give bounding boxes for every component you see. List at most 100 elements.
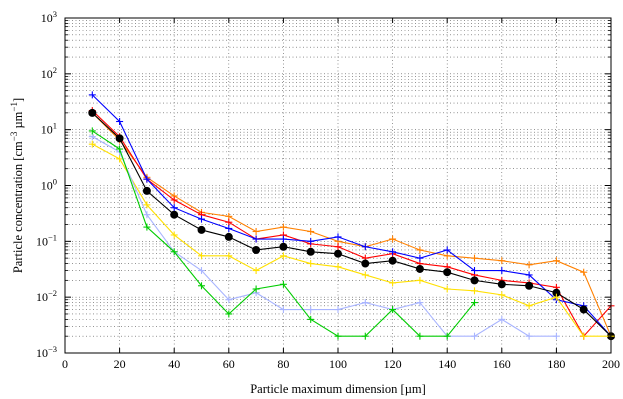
data-point (361, 243, 369, 251)
y-tick-exponent: −2 (48, 288, 57, 298)
data-point (88, 140, 96, 148)
data-point (361, 259, 370, 268)
x-tick-label: 20 (114, 357, 126, 371)
data-point (198, 215, 205, 223)
series-line (92, 136, 557, 337)
data-point (552, 332, 560, 340)
x-tick-label: 80 (277, 357, 289, 371)
data-point (225, 310, 233, 318)
y-tick-exponent: −1 (48, 232, 57, 242)
data-point (361, 332, 369, 340)
data-point (498, 257, 506, 265)
data-point (471, 254, 478, 262)
y-axis-label-sup2: −1 (9, 102, 19, 112)
data-point (252, 245, 261, 254)
data-point (279, 280, 287, 288)
data-point (334, 249, 342, 258)
data-point (525, 261, 533, 269)
y-tick-label: 103 (41, 9, 57, 25)
data-point (197, 225, 206, 234)
data-point (88, 127, 96, 135)
data-point (389, 248, 397, 256)
x-tick-label: 180 (547, 357, 565, 371)
grid-layer (65, 18, 611, 353)
series-line (91, 112, 612, 337)
y-axis-label-sup1: −3 (9, 131, 19, 141)
data-point (443, 268, 452, 277)
data-point (498, 291, 506, 299)
data-point (579, 305, 588, 314)
data-point (279, 306, 287, 314)
data-point (334, 263, 342, 271)
data-point (170, 210, 179, 219)
y-tick-base: 10 (36, 290, 48, 304)
data-point (252, 285, 260, 293)
data-point (361, 271, 369, 279)
x-axis-label: Particle maximum dimension [µm] (250, 382, 426, 396)
y-tick-exponent: −3 (48, 344, 57, 354)
data-point (497, 280, 506, 289)
x-tick-label: 40 (168, 357, 180, 371)
data-point (471, 267, 478, 275)
data-point (552, 293, 560, 301)
data-point (416, 254, 424, 262)
data-point (498, 315, 506, 323)
y-axis-label-mid: µm (11, 111, 25, 131)
data-point (88, 91, 96, 99)
data-point (389, 235, 397, 243)
data-point (198, 282, 205, 290)
y-tick-exponent: 0 (53, 177, 57, 187)
y-axis-label: Particle concentration [cm−3 µm−1] (9, 98, 25, 273)
y-tick-label: 10−2 (36, 288, 57, 304)
data-point (116, 145, 124, 153)
data-point (224, 232, 233, 241)
data-point (416, 332, 424, 340)
series-layer (88, 91, 615, 341)
data-point (334, 332, 342, 340)
data-point (415, 264, 424, 273)
x-tick-label: 200 (602, 357, 620, 371)
series-1 (88, 109, 615, 340)
series-5 (88, 140, 615, 340)
y-tick-base: 10 (41, 179, 53, 193)
y-tick-exponent: 2 (53, 65, 57, 75)
data-point (471, 332, 478, 340)
y-tick-base: 10 (41, 67, 53, 81)
x-tick-label: 140 (438, 357, 456, 371)
data-point (388, 256, 397, 265)
data-point (198, 267, 205, 275)
data-point (225, 218, 233, 226)
data-point (143, 211, 151, 219)
data-point (525, 271, 533, 279)
data-point (471, 287, 478, 295)
y-tick-base: 10 (41, 11, 53, 25)
data-point (252, 228, 260, 236)
series-line (92, 143, 611, 337)
data-point (307, 237, 315, 245)
y-tick-base: 10 (41, 123, 53, 137)
data-point (552, 288, 561, 297)
y-tick-base: 10 (36, 346, 48, 360)
data-point (225, 224, 233, 232)
data-point (306, 247, 315, 256)
data-point (252, 235, 260, 243)
y-tick-exponent: 3 (53, 9, 57, 19)
data-point (279, 252, 287, 260)
series-4 (88, 108, 615, 341)
series-2 (88, 107, 615, 340)
data-point (361, 299, 369, 307)
data-point (198, 252, 205, 260)
series-3 (88, 91, 615, 340)
data-point (225, 252, 233, 260)
y-tick-label: 102 (41, 65, 57, 81)
data-point (525, 281, 534, 290)
data-point (279, 223, 287, 231)
y-tick-exponent: 1 (53, 121, 57, 131)
data-point (143, 201, 151, 209)
data-point (116, 118, 124, 126)
data-point (279, 235, 287, 243)
tick-layer: 0 20 40 60 80 100 120 140 160 180 20010−310−210−11… (36, 9, 620, 371)
data-point (307, 315, 315, 323)
data-point (170, 231, 178, 239)
